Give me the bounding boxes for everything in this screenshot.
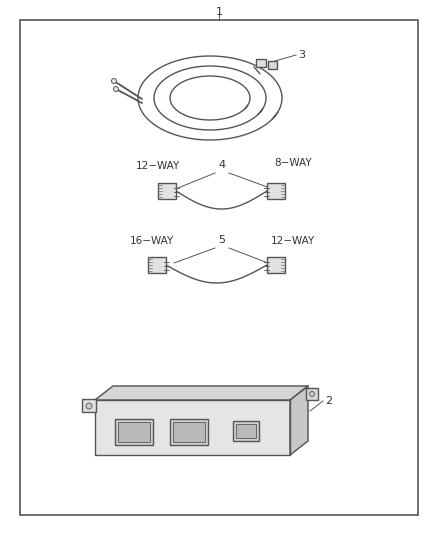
Text: 3: 3: [298, 50, 305, 60]
Bar: [170, 419, 208, 445]
Text: 12−WAY: 12−WAY: [271, 236, 315, 246]
Circle shape: [86, 403, 92, 409]
Text: 1: 1: [215, 7, 223, 17]
Text: 8−WAY: 8−WAY: [274, 158, 312, 168]
Bar: [118, 422, 150, 442]
Bar: [173, 422, 205, 442]
Bar: [256, 59, 266, 67]
Polygon shape: [290, 386, 308, 455]
Bar: [82, 399, 96, 412]
Bar: [115, 419, 153, 445]
Bar: [233, 421, 259, 441]
Bar: [267, 183, 285, 199]
Circle shape: [310, 392, 314, 397]
Bar: [158, 183, 176, 199]
Bar: [236, 424, 256, 438]
Bar: [148, 257, 166, 273]
Circle shape: [113, 86, 119, 92]
Bar: [306, 388, 318, 400]
Bar: [268, 61, 277, 69]
Text: 2: 2: [325, 396, 332, 406]
Text: 5: 5: [219, 235, 226, 245]
Text: 16−WAY: 16−WAY: [130, 236, 174, 246]
Text: 12−WAY: 12−WAY: [136, 161, 180, 171]
Polygon shape: [95, 386, 308, 400]
Circle shape: [112, 78, 117, 84]
Bar: [95, 400, 290, 455]
Bar: [267, 257, 285, 273]
Text: 4: 4: [219, 160, 226, 170]
